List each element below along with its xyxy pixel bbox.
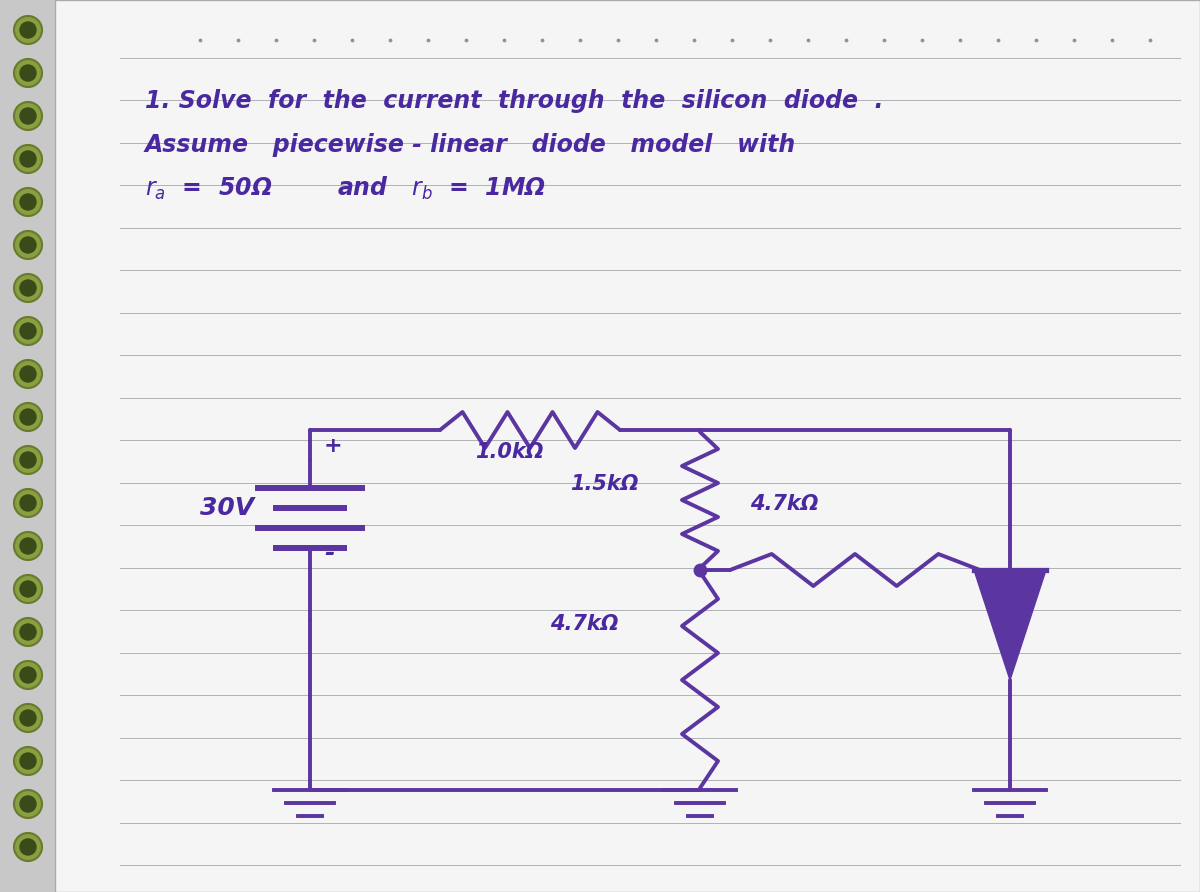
Circle shape bbox=[14, 704, 42, 732]
Circle shape bbox=[20, 366, 36, 382]
Circle shape bbox=[20, 108, 36, 124]
Circle shape bbox=[20, 194, 36, 210]
Circle shape bbox=[20, 538, 36, 554]
Text: 1.5kΩ: 1.5kΩ bbox=[570, 474, 638, 494]
Circle shape bbox=[20, 710, 36, 726]
Circle shape bbox=[14, 747, 42, 775]
Circle shape bbox=[14, 575, 42, 603]
Text: 4.7kΩ: 4.7kΩ bbox=[550, 614, 618, 634]
Circle shape bbox=[14, 403, 42, 431]
Circle shape bbox=[14, 446, 42, 474]
Circle shape bbox=[14, 661, 42, 689]
Circle shape bbox=[20, 151, 36, 167]
Circle shape bbox=[20, 409, 36, 425]
Circle shape bbox=[20, 452, 36, 468]
Circle shape bbox=[14, 833, 42, 861]
Circle shape bbox=[14, 59, 42, 87]
Text: +: + bbox=[324, 436, 343, 456]
Circle shape bbox=[14, 16, 42, 44]
Text: 4.7kΩ: 4.7kΩ bbox=[750, 494, 818, 514]
Circle shape bbox=[20, 237, 36, 253]
Circle shape bbox=[14, 102, 42, 130]
Circle shape bbox=[20, 667, 36, 683]
Text: -: - bbox=[324, 541, 335, 565]
Text: 30V: 30V bbox=[200, 496, 254, 520]
Circle shape bbox=[20, 280, 36, 296]
Circle shape bbox=[20, 323, 36, 339]
Circle shape bbox=[14, 790, 42, 818]
Circle shape bbox=[20, 753, 36, 769]
Text: $r_a$  =  50Ω        and   $r_b$  =  1MΩ: $r_a$ = 50Ω and $r_b$ = 1MΩ bbox=[145, 175, 546, 202]
Circle shape bbox=[14, 489, 42, 517]
FancyBboxPatch shape bbox=[55, 0, 1200, 892]
Circle shape bbox=[14, 618, 42, 646]
Text: Assume   piecewise - linear   diode   model   with: Assume piecewise - linear diode model wi… bbox=[145, 133, 797, 157]
Circle shape bbox=[14, 317, 42, 345]
Circle shape bbox=[14, 274, 42, 302]
Circle shape bbox=[20, 796, 36, 812]
Circle shape bbox=[20, 22, 36, 38]
Circle shape bbox=[14, 231, 42, 259]
Circle shape bbox=[20, 65, 36, 81]
Circle shape bbox=[14, 532, 42, 560]
Text: 1.0kΩ: 1.0kΩ bbox=[475, 442, 544, 462]
Circle shape bbox=[20, 581, 36, 597]
Circle shape bbox=[20, 839, 36, 855]
Circle shape bbox=[14, 188, 42, 216]
Circle shape bbox=[20, 495, 36, 511]
Circle shape bbox=[14, 360, 42, 388]
Text: 1. Solve  for  the  current  through  the  silicon  diode  .: 1. Solve for the current through the sil… bbox=[145, 89, 883, 113]
Polygon shape bbox=[974, 570, 1046, 680]
Circle shape bbox=[14, 145, 42, 173]
Circle shape bbox=[20, 624, 36, 640]
